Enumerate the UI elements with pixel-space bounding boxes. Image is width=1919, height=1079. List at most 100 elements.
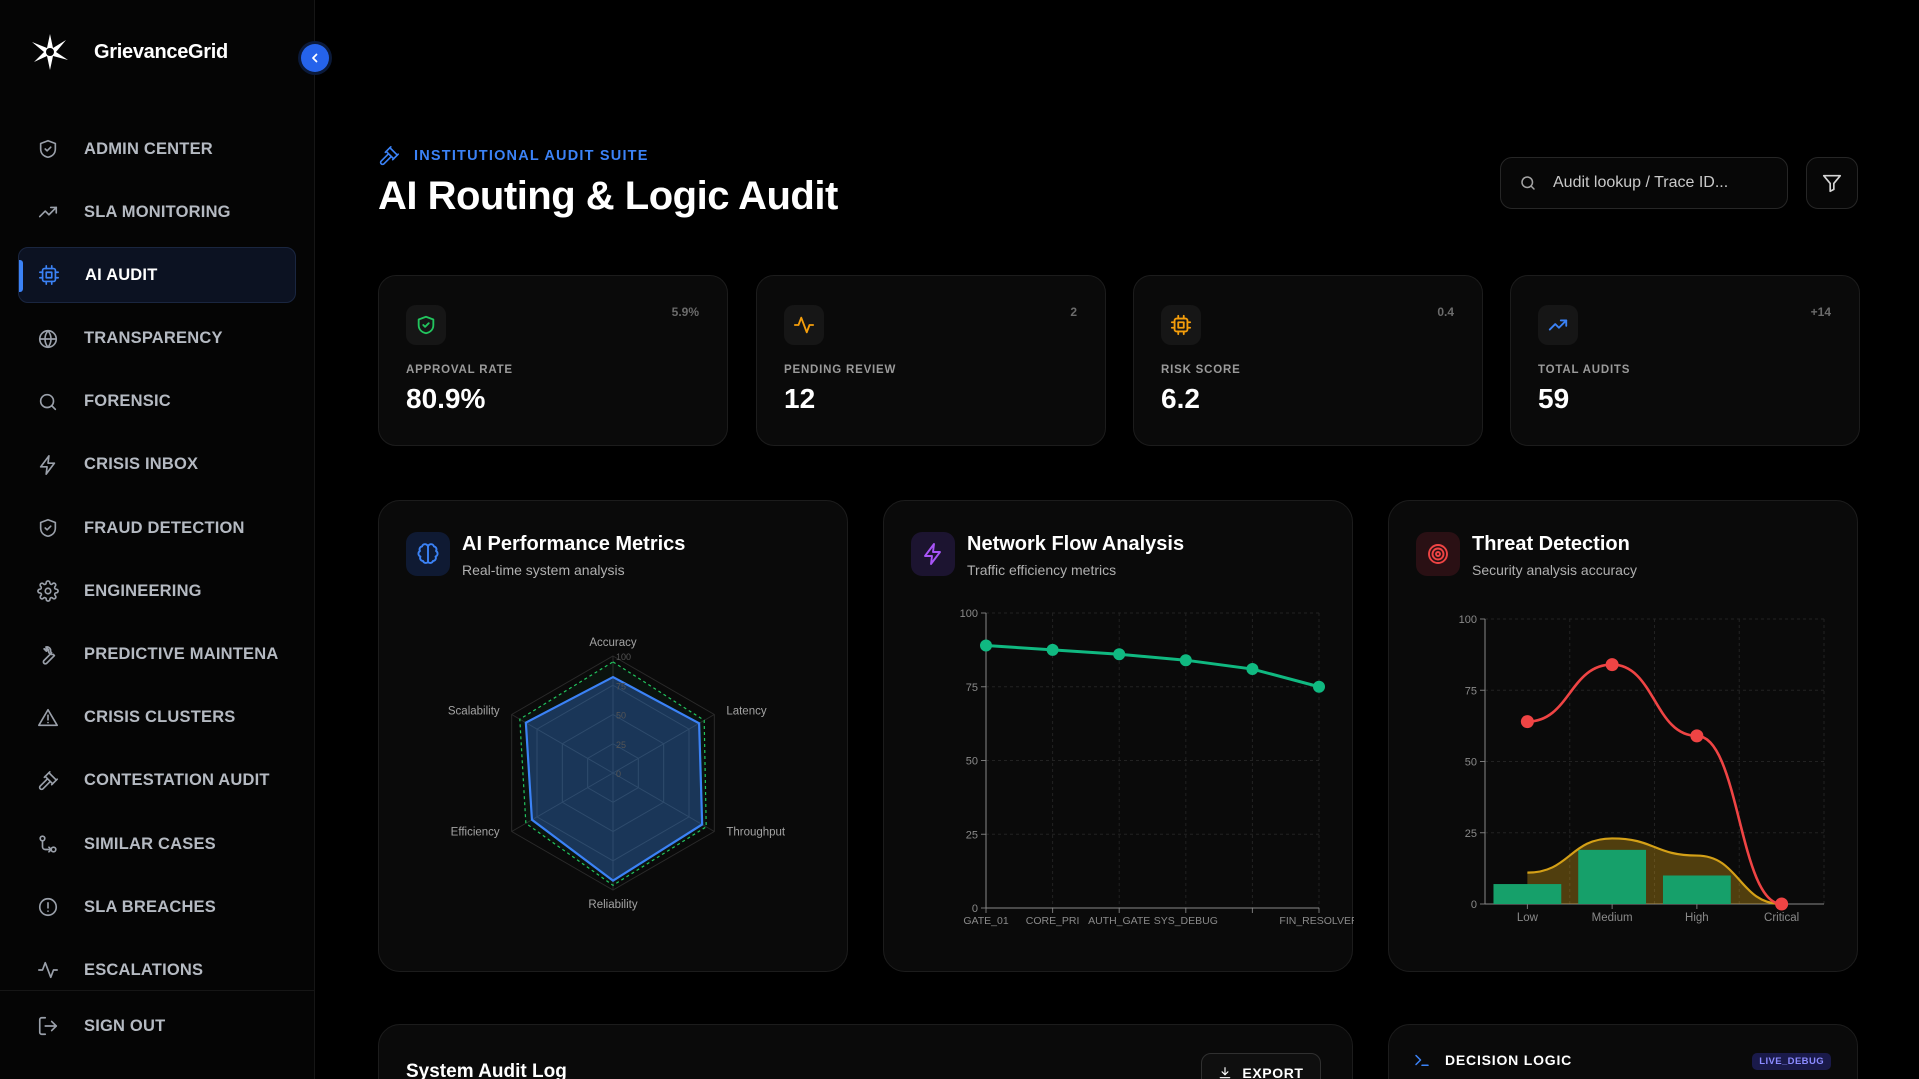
live-debug-badge: LIVE_DEBUG bbox=[1752, 1053, 1831, 1070]
panel-subtitle: Security analysis accuracy bbox=[1472, 562, 1637, 578]
radar-spoke bbox=[612, 772, 715, 832]
line-point[interactable] bbox=[1313, 680, 1325, 693]
combo-chart: 0 25 50 75 100 Low Medium High Critical bbox=[1459, 614, 1825, 924]
radar-tick-label: 50 bbox=[616, 711, 626, 721]
radar-series-primary bbox=[524, 675, 704, 882]
sidebar-item-crisis-inbox[interactable]: CRISIS INBOX bbox=[18, 437, 296, 493]
radar-axis-label: Efficiency bbox=[451, 827, 500, 839]
network-panel: Network Flow Analysis Traffic efficiency… bbox=[883, 500, 1354, 972]
sidebar-item-escalations[interactable]: ESCALATIONS bbox=[18, 942, 296, 998]
bar[interactable] bbox=[1662, 875, 1731, 905]
line-point[interactable] bbox=[1246, 663, 1259, 676]
collapse-sidebar-button[interactable] bbox=[301, 44, 329, 72]
line-point[interactable] bbox=[1520, 715, 1534, 729]
area-series-fill bbox=[1527, 838, 1782, 904]
stat-value: 12 bbox=[784, 383, 816, 414]
sidebar-item-label: TRANSPARENCY bbox=[84, 329, 223, 348]
stat-label: RISK SCORE bbox=[1161, 364, 1241, 376]
y-tick-label: 50 bbox=[966, 756, 978, 768]
line-point[interactable] bbox=[1775, 897, 1789, 911]
export-button[interactable]: EXPORT bbox=[1201, 1053, 1321, 1079]
x-tick-label: SYS_DEBUG bbox=[1154, 915, 1218, 927]
line-point[interactable] bbox=[980, 639, 992, 652]
bar[interactable] bbox=[1578, 849, 1647, 904]
globe-icon bbox=[35, 326, 61, 352]
line-point[interactable] bbox=[1113, 648, 1126, 661]
gavel-icon bbox=[379, 146, 399, 166]
sidebar-item-label: SIMILAR CASES bbox=[84, 834, 216, 853]
cpu-icon bbox=[36, 262, 62, 288]
terminal-icon bbox=[1415, 1054, 1429, 1066]
sidebar-item-crisis-clusters[interactable]: CRISIS CLUSTERS bbox=[18, 690, 296, 746]
radar-spoke bbox=[511, 714, 614, 774]
shield-check-icon bbox=[406, 305, 446, 345]
x-tick-label: Critical bbox=[1764, 912, 1799, 924]
logout-icon bbox=[35, 1013, 61, 1039]
sidebar-item-admin-center[interactable]: ADMIN CENTER bbox=[18, 121, 296, 177]
stat-card-total-audits: +14 TOTAL AUDITS 59 bbox=[1510, 275, 1860, 446]
panel-subtitle: Traffic efficiency metrics bbox=[967, 562, 1117, 578]
x-tick-label: GATE_01 bbox=[963, 915, 1008, 927]
sign-out-button[interactable]: SIGN OUT bbox=[18, 998, 296, 1054]
line-point[interactable] bbox=[1046, 643, 1059, 656]
y-tick-label: 100 bbox=[960, 608, 978, 620]
radar-spoke bbox=[612, 714, 715, 774]
area-series-line bbox=[1527, 837, 1782, 906]
zap-icon bbox=[35, 452, 61, 478]
sidebar-item-similar-cases[interactable]: SIMILAR CASES bbox=[18, 816, 296, 872]
panel-subtitle: Real-time system analysis bbox=[462, 562, 625, 578]
y-tick-label: 0 bbox=[1471, 899, 1477, 911]
activity-icon bbox=[35, 957, 61, 983]
stat-label: PENDING REVIEW bbox=[784, 364, 897, 376]
panel-title: Threat Detection bbox=[1472, 533, 1630, 555]
sidebar-item-label: PREDICTIVE MAINTENA bbox=[84, 645, 279, 663]
brand[interactable]: GrievanceGrid bbox=[28, 30, 228, 74]
sidebar-footer: SIGN OUT bbox=[0, 990, 315, 1079]
sidebar-item-predictive-maintena[interactable]: PREDICTIVE MAINTENA bbox=[18, 627, 296, 683]
line-series bbox=[985, 643, 1320, 689]
stat-label: TOTAL AUDITS bbox=[1538, 364, 1631, 376]
section-eyebrow: INSTITUTIONAL AUDIT SUITE bbox=[378, 145, 649, 167]
cpu-icon bbox=[1161, 305, 1201, 345]
filter-icon bbox=[1822, 174, 1842, 193]
sidebar-item-contestation-audit[interactable]: CONTESTATION AUDIT bbox=[18, 753, 296, 809]
y-tick-label: 25 bbox=[966, 829, 978, 841]
bar[interactable] bbox=[1493, 884, 1562, 904]
radar-axis-label: Throughput bbox=[726, 827, 786, 839]
stat-delta: 2 bbox=[1070, 305, 1077, 319]
radar-tick-label: 75 bbox=[616, 681, 626, 691]
trending-up-icon bbox=[1538, 305, 1578, 345]
alert-circle-icon bbox=[35, 894, 61, 920]
stat-delta: +14 bbox=[1810, 305, 1831, 319]
line-point[interactable] bbox=[1690, 729, 1704, 743]
search-box[interactable] bbox=[1500, 157, 1788, 209]
radar-tick-label: 100 bbox=[616, 652, 631, 662]
decision-logic-title: DECISION LOGIC bbox=[1445, 1052, 1573, 1068]
zap-icon bbox=[911, 532, 955, 576]
shield-icon bbox=[35, 136, 61, 162]
sidebar-item-label: FRAUD DETECTION bbox=[84, 518, 245, 537]
brain-icon bbox=[406, 532, 450, 576]
sidebar-item-label: SLA MONITORING bbox=[84, 202, 231, 221]
x-tick-label: CORE_PRI bbox=[1026, 915, 1080, 927]
sidebar-item-sla-monitoring[interactable]: SLA MONITORING bbox=[18, 184, 296, 240]
audit-log-panel: System Audit Log EXPORT bbox=[378, 1024, 1353, 1079]
line-point[interactable] bbox=[1605, 658, 1619, 672]
sidebar-item-sla-breaches[interactable]: SLA BREACHES bbox=[18, 879, 296, 935]
sidebar-item-engineering[interactable]: ENGINEERING bbox=[18, 563, 296, 619]
y-tick-label: 25 bbox=[1465, 828, 1477, 840]
y-tick-label: 100 bbox=[1459, 614, 1477, 626]
stat-value: 6.2 bbox=[1161, 383, 1200, 414]
download-icon bbox=[1220, 1067, 1231, 1079]
filter-button[interactable] bbox=[1806, 157, 1858, 209]
sidebar-item-fraud-detection[interactable]: FRAUD DETECTION bbox=[18, 500, 296, 556]
sidebar-item-ai-audit[interactable]: AI AUDIT bbox=[18, 247, 296, 304]
gavel-icon bbox=[35, 768, 61, 794]
radar-tick-label: 0 bbox=[616, 769, 621, 779]
stat-label: APPROVAL RATE bbox=[406, 364, 513, 376]
search-input[interactable] bbox=[1553, 174, 1773, 192]
line-point[interactable] bbox=[1179, 654, 1192, 667]
sidebar-item-transparency[interactable]: TRANSPARENCY bbox=[18, 311, 296, 367]
x-tick-label: Low bbox=[1517, 912, 1539, 924]
sidebar-item-forensic[interactable]: FORENSIC bbox=[18, 374, 296, 430]
